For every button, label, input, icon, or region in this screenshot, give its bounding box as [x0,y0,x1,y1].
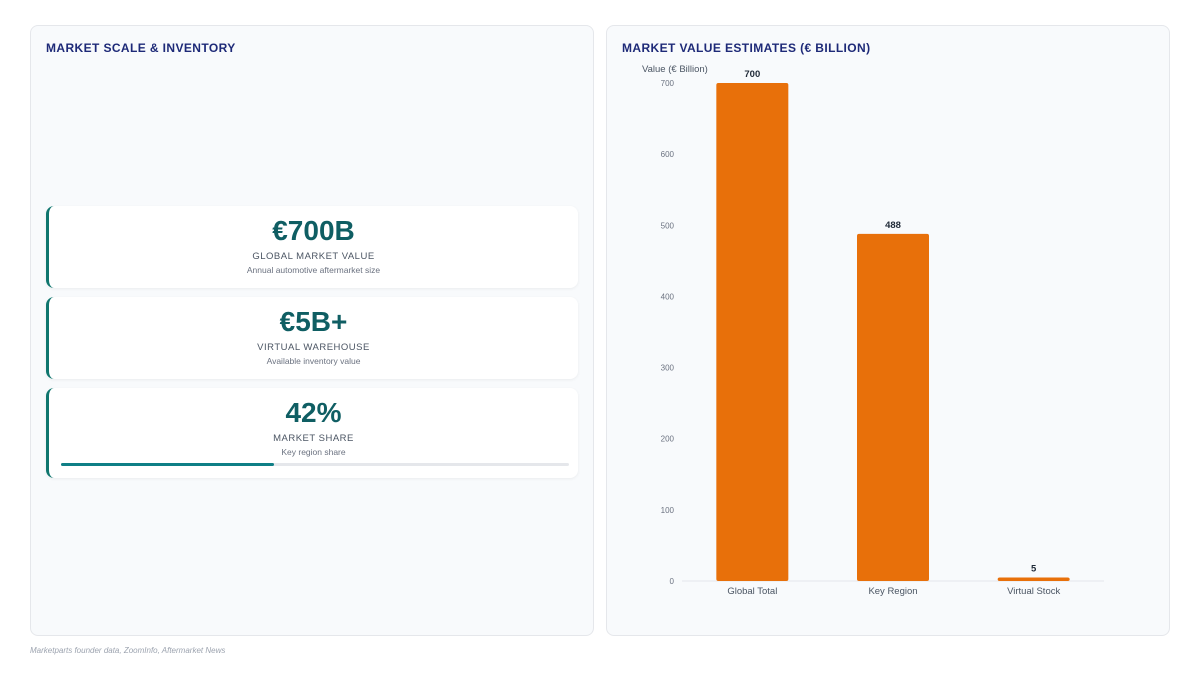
data-label: 700 [744,69,760,80]
x-tick-label: Virtual Stock [1007,586,1060,597]
y-tick-label: 400 [661,292,675,301]
panel-title: MARKET VALUE ESTIMATES (€ BILLION) [622,41,871,55]
y-tick-label: 700 [661,79,675,88]
data-label: 5 [1031,563,1037,574]
y-tick-label: 600 [661,150,675,159]
kpi-label: GLOBAL MARKET VALUE [252,251,375,262]
kpi-value: €700B [272,215,355,246]
x-tick-label: Global Total [727,586,777,597]
y-tick-label: 0 [670,577,675,586]
y-tick-label: 100 [661,506,675,515]
kpi-card-virtual-warehouse: €5B+ VIRTUAL WAREHOUSE Available invento… [46,297,578,379]
bar-key-region [857,233,929,581]
bar-global-total [716,83,789,581]
kpi-value: €5B+ [279,306,348,337]
bar-chart: Value (€ Billion) 0 100 200 300 400 500 600 700 7… [642,64,1104,597]
market-value-chart-panel: MARKET VALUE ESTIMATES (€ BILLION) Value… [606,25,1170,636]
y-axis-label: Value (€ Billion) [642,64,708,75]
y-tick-label: 500 [661,221,675,230]
x-tick-label: Key Region [868,586,917,597]
market-share-progress-fill [61,463,275,466]
y-tick-label: 300 [661,364,675,373]
source-note: Marketparts founder data, ZoomInfo, Afte… [30,646,226,655]
kpi-label: MARKET SHARE [273,433,354,444]
market-share-progress-track [61,463,569,466]
market-scale-panel: MARKET SCALE & INVENTORY €700B GLOBAL MA… [30,25,594,636]
kpi-sub: Key region share [281,447,346,457]
panel-title: MARKET SCALE & INVENTORY [46,41,236,55]
bar-virtual-stock [997,577,1070,581]
kpi-sub: Annual automotive aftermarket size [246,265,381,275]
kpi-sub: Available inventory value [266,356,361,366]
kpi-label: VIRTUAL WAREHOUSE [257,342,370,353]
kpi-card-global-market: €700B GLOBAL MARKET VALUE Annual automot… [46,206,578,288]
data-label: 488 [885,220,901,231]
y-tick-label: 200 [661,435,675,444]
kpi-value: 42% [285,397,342,428]
kpi-card-market-share: 42% MARKET SHARE Key region share [46,388,578,478]
